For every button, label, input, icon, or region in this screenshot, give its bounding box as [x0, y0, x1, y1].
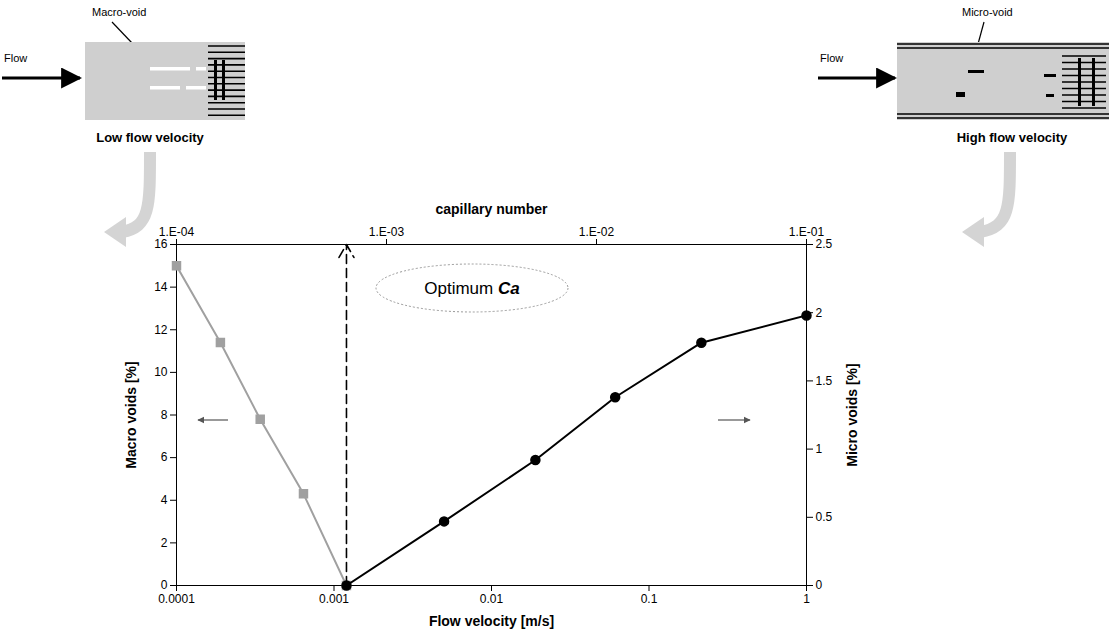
svg-text:12: 12: [154, 323, 168, 337]
svg-text:Macro-void: Macro-void: [92, 6, 146, 18]
svg-text:16: 16: [154, 237, 168, 251]
svg-text:Flow: Flow: [4, 52, 27, 64]
svg-text:14: 14: [154, 280, 168, 294]
svg-text:Macro voids [%]: Macro voids [%]: [123, 361, 139, 468]
svg-text:4: 4: [161, 493, 168, 507]
svg-text:Micro-void: Micro-void: [962, 6, 1013, 18]
svg-text:1: 1: [816, 442, 823, 456]
svg-text:0: 0: [816, 578, 823, 592]
svg-text:Optimum Ca: Optimum Ca: [424, 279, 519, 298]
svg-text:Low flow velocity: Low flow velocity: [96, 130, 204, 145]
svg-text:1.E-03: 1.E-03: [369, 225, 405, 239]
svg-text:6: 6: [161, 450, 168, 464]
svg-text:8: 8: [161, 408, 168, 422]
svg-text:1.E-02: 1.E-02: [579, 225, 615, 239]
svg-text:0.001: 0.001: [319, 592, 349, 606]
svg-text:1.E-04: 1.E-04: [159, 225, 195, 239]
svg-text:Flow: Flow: [820, 52, 843, 64]
svg-text:10: 10: [154, 365, 168, 379]
svg-text:2: 2: [816, 306, 823, 320]
svg-text:0: 0: [161, 578, 168, 592]
svg-text:Micro voids [%]: Micro voids [%]: [844, 363, 860, 466]
svg-text:0.1: 0.1: [641, 592, 658, 606]
svg-text:1: 1: [803, 592, 810, 606]
svg-text:2: 2: [161, 536, 168, 550]
svg-text:1.E-01: 1.E-01: [789, 225, 825, 239]
svg-text:0.01: 0.01: [480, 592, 504, 606]
svg-text:Flow velocity [m/s]: Flow velocity [m/s]: [429, 613, 554, 629]
svg-text:2.5: 2.5: [816, 237, 833, 251]
svg-text:High flow velocity: High flow velocity: [957, 130, 1068, 145]
svg-text:1.5: 1.5: [816, 374, 833, 388]
svg-text:0.5: 0.5: [816, 510, 833, 524]
svg-text:0.0001: 0.0001: [158, 592, 195, 606]
svg-text:capillary number: capillary number: [435, 201, 548, 217]
